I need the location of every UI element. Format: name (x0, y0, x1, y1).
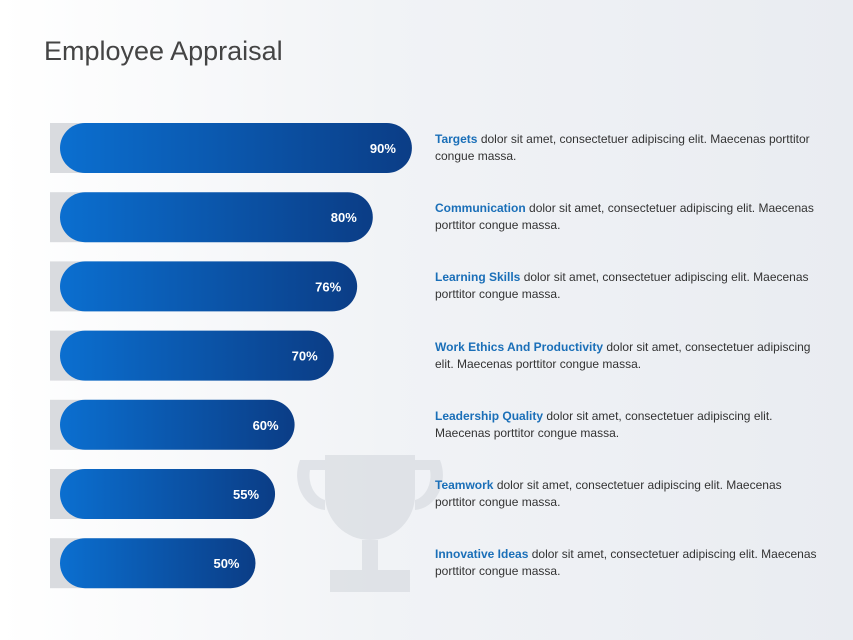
value-label: 80% (331, 210, 357, 225)
description: Learning Skills dolor sit amet, consecte… (435, 269, 820, 303)
trophy-icon (297, 455, 443, 592)
description-text: dolor sit amet, consectetuer adipiscing … (435, 408, 773, 440)
category-label: Work Ethics And Productivity (435, 339, 604, 354)
description: Work Ethics And Productivity dolor sit a… (435, 339, 820, 373)
description: Innovative Ideas dolor sit amet, consect… (435, 546, 820, 580)
description-text: dolor sit amet, consectetuer adipiscing … (435, 547, 817, 579)
bar (60, 330, 334, 381)
description-text: dolor sit amet, consectetuer adipiscing … (435, 339, 811, 371)
bar (60, 469, 276, 519)
value-label: 50% (213, 556, 239, 571)
category-label: Leadership Quality (435, 408, 544, 423)
description: Leadership Quality dolor sit amet, conse… (435, 408, 820, 442)
bar (60, 538, 256, 589)
bar (60, 399, 295, 450)
description: Targets dolor sit amet, consectetuer adi… (435, 131, 820, 165)
category-label: Communication (435, 201, 526, 216)
value-label: 76% (315, 279, 341, 294)
description-text: dolor sit amet, consectetuer adipiscing … (435, 201, 814, 233)
title: Employee Appraisal (44, 36, 283, 66)
category-label: Learning Skills (435, 270, 521, 285)
bar (60, 192, 373, 243)
description-text: dolor sit amet, consectetuer adipiscing … (435, 132, 810, 163)
category-label: Innovative Ideas (435, 547, 529, 562)
value-label: 55% (233, 487, 259, 502)
description: Teamwork dolor sit amet, consectetuer ad… (435, 477, 820, 511)
category-label: Teamwork (435, 478, 494, 492)
bar (60, 123, 412, 173)
description: Communication dolor sit amet, consectetu… (435, 200, 820, 234)
value-label: 70% (292, 349, 318, 364)
value-label: 90% (370, 141, 396, 156)
category-label: Targets (435, 132, 478, 146)
bar (60, 261, 358, 312)
description-text: dolor sit amet, consectetuer adipiscing … (435, 478, 782, 509)
description-text: dolor sit amet, consectetuer adipiscing … (435, 270, 809, 302)
value-label: 60% (253, 418, 279, 433)
